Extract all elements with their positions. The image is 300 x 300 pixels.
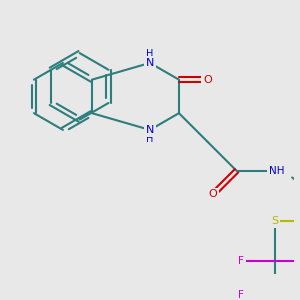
Text: O: O	[203, 75, 212, 85]
Text: O: O	[209, 189, 218, 199]
Text: N: N	[146, 125, 154, 135]
Text: N: N	[146, 58, 154, 68]
Text: F: F	[238, 256, 244, 266]
Text: H: H	[146, 49, 154, 59]
Text: S: S	[271, 216, 278, 226]
Text: F: F	[238, 290, 244, 300]
Text: NH: NH	[269, 166, 284, 176]
Text: H: H	[146, 134, 154, 144]
